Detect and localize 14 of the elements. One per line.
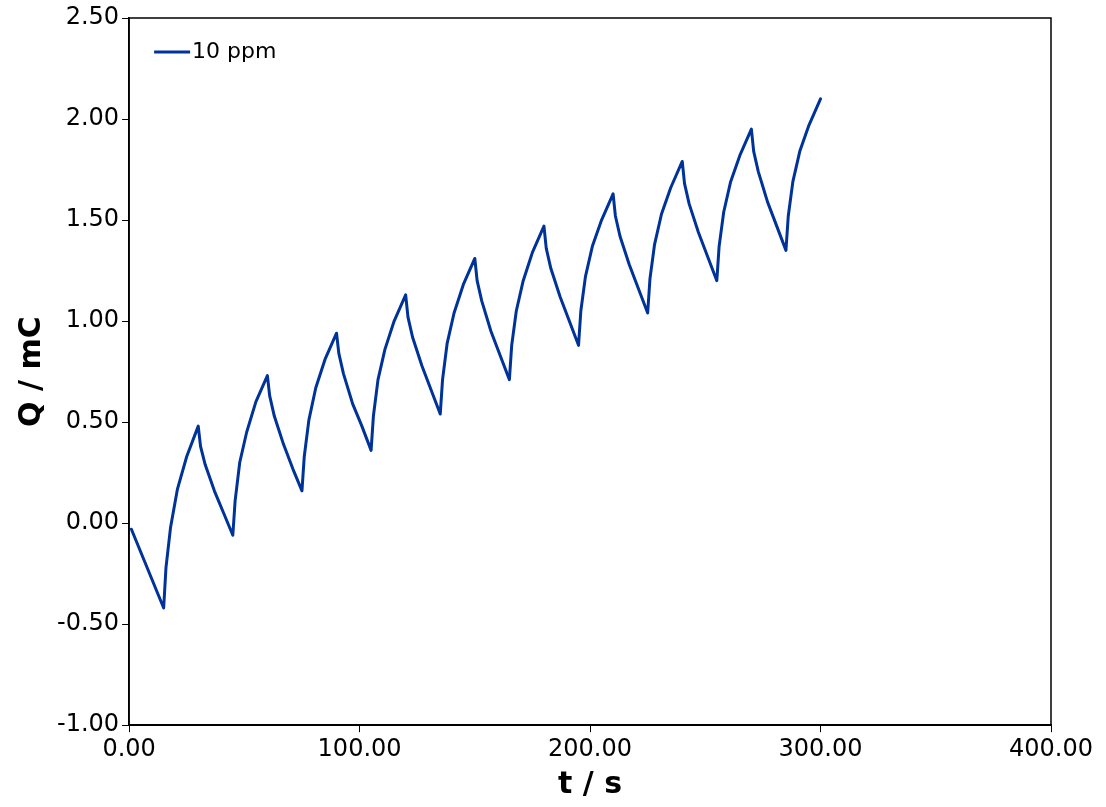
x-tick-label: 400.00 xyxy=(1009,733,1093,762)
legend-label: 10 ppm xyxy=(192,37,277,63)
y-tick-label: 2.00 xyxy=(65,103,120,132)
x-tick-label: 100.00 xyxy=(317,733,402,762)
y-axis-title: Q / mC xyxy=(11,316,47,427)
y-tick-label: 1.00 xyxy=(65,305,120,334)
y-tick-label: -0.50 xyxy=(56,608,120,637)
x-tick-label: 300.00 xyxy=(778,733,863,762)
y-tick-label: 0.50 xyxy=(65,406,120,435)
y-tick-label: 1.50 xyxy=(65,204,120,233)
x-axis-title: t / s xyxy=(558,764,623,800)
y-tick-label: 0.00 xyxy=(65,507,120,536)
x-tick-label: 200.00 xyxy=(548,733,633,762)
y-tick-label: 2.50 xyxy=(65,2,120,31)
